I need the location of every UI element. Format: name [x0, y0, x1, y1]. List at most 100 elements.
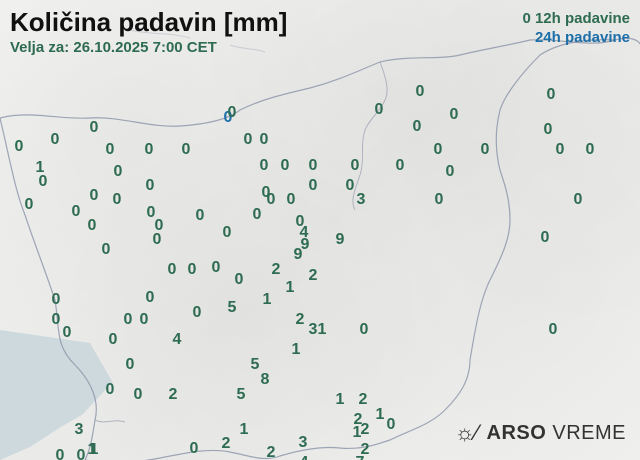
precipitation-value-79: 0: [360, 321, 369, 339]
precipitation-value-1: 0: [228, 104, 237, 122]
precipitation-value-76: 5: [228, 299, 237, 317]
precipitation-value-69: 9: [301, 236, 310, 254]
precipitation-value-27: 0: [235, 271, 244, 289]
precipitation-value-46: 2: [222, 435, 231, 453]
precipitation-value-25: 0: [188, 261, 197, 279]
precipitation-value-74: 1: [286, 279, 295, 297]
precipitation-value-78: 1: [318, 321, 327, 339]
precipitation-value-3: 0: [90, 119, 99, 137]
legend-block: 0 12h padavine 24h padavine: [522, 10, 630, 48]
precipitation-value-99: 0: [446, 163, 455, 181]
precipitation-value-72: 2: [272, 261, 281, 279]
precipitation-value-36: 4: [173, 331, 182, 349]
precipitation-value-43: 8: [261, 371, 270, 389]
logo-block: ☼⁄ ARSO VREME: [455, 420, 626, 446]
precipitation-value-93: 0: [375, 101, 384, 119]
precipitation-value-105: 0: [586, 141, 595, 159]
precipitation-value-8: 0: [182, 141, 191, 159]
precipitation-value-31: 0: [146, 289, 155, 307]
precipitation-value-29: 0: [52, 311, 61, 329]
precipitation-value-55: 4: [300, 454, 309, 460]
precipitation-value-35: 0: [109, 331, 118, 349]
precipitation-value-108: 0: [549, 321, 558, 339]
precipitation-value-30: 0: [63, 324, 72, 342]
precipitation-value-33: 0: [124, 311, 133, 329]
precipitation-value-92: 0: [351, 157, 360, 175]
precipitation-value-5: 0: [15, 138, 24, 156]
page-subtitle: Velja za: 26.10.2025 7:00 CET: [10, 39, 287, 56]
precipitation-value-34: 0: [140, 311, 149, 329]
precipitation-value-63: 3: [309, 321, 318, 339]
precipitation-value-87: 0: [281, 157, 290, 175]
precipitation-value-91: 0: [346, 177, 355, 195]
precipitation-value-48: 1: [90, 441, 99, 459]
precipitation-value-61: 1: [376, 406, 385, 424]
title-block: Količina padavin [mm] Velja za: 26.10.20…: [10, 8, 287, 56]
precipitation-value-70: 9: [336, 231, 345, 249]
precipitation-value-53: 2: [267, 444, 276, 460]
precipitation-value-83: 0: [296, 213, 305, 231]
precipitation-value-107: 0: [574, 191, 583, 209]
legend-12h: 0 12h padavine: [522, 10, 630, 29]
precipitation-value-89: 0: [309, 157, 318, 175]
precipitation-value-101: 0: [435, 191, 444, 209]
precipitation-value-22: 0: [223, 224, 232, 242]
precipitation-value-94: 0: [416, 83, 425, 101]
precipitation-value-62: 1: [292, 341, 301, 359]
precipitation-value-40: 2: [169, 386, 178, 404]
precipitation-value-73: 2: [309, 267, 318, 285]
precipitation-value-4: 0: [51, 131, 60, 149]
precipitation-value-85: 0: [260, 131, 269, 149]
brand-logo-text: ARSO VREME: [487, 422, 626, 445]
precipitation-value-41: 5: [237, 386, 246, 404]
precipitation-value-66: 0: [387, 416, 396, 434]
precipitation-value-97: 0: [434, 141, 443, 159]
page-title: Količina padavin [mm]: [10, 8, 287, 37]
precipitation-value-12: 0: [146, 177, 155, 195]
precipitation-value-64: 2: [354, 411, 363, 429]
precipitation-value-71: 3: [357, 191, 366, 209]
precipitation-value-54: 3: [299, 434, 308, 452]
precipitation-value-16: 0: [72, 203, 81, 221]
precipitation-value-24: 0: [168, 261, 177, 279]
precipitation-value-82: 0: [262, 184, 271, 202]
precipitation-value-14: 0: [90, 187, 99, 205]
precipitation-value-32: 0: [193, 304, 202, 322]
precipitation-value-104: 0: [556, 141, 565, 159]
precipitation-value-17: 0: [88, 217, 97, 235]
precipitation-value-15: 0: [25, 196, 34, 214]
precipitation-value-13: 0: [113, 191, 122, 209]
precipitation-value-52: 0: [190, 440, 199, 458]
precipitation-value-84: 0: [244, 131, 253, 149]
precipitation-value-42: 5: [251, 356, 260, 374]
precipitation-value-102: 0: [547, 86, 556, 104]
legend-24h: 24h padavine: [522, 29, 630, 48]
precipitation-value-100: 0: [481, 141, 490, 159]
precipitation-value-75: 1: [263, 291, 272, 309]
precipitation-value-44: 1: [240, 421, 249, 439]
precipitation-value-95: 0: [450, 106, 459, 124]
precipitation-value-59: 1: [336, 391, 345, 409]
precipitation-value-45: 3: [75, 421, 84, 439]
precipitation-value-39: 0: [134, 386, 143, 404]
precipitation-value-11: 0: [114, 163, 123, 181]
sun-compass-icon: ☼⁄: [455, 420, 479, 446]
precipitation-value-38: 0: [106, 381, 115, 399]
precipitation-value-6: 0: [106, 141, 115, 159]
precipitation-value-26: 0: [212, 259, 221, 277]
precipitation-value-49: 0: [56, 447, 65, 460]
precipitation-value-88: 0: [309, 177, 318, 195]
precipitation-value-21: 0: [196, 207, 205, 225]
precipitation-value-37: 0: [126, 356, 135, 374]
precipitation-value-58: 2: [361, 441, 370, 459]
precipitation-value-50: 0: [77, 447, 86, 460]
precipitation-value-65: 2: [359, 391, 368, 409]
precipitation-value-77: 2: [296, 311, 305, 329]
precipitation-value-98: 0: [396, 157, 405, 175]
precipitation-value-20: 0: [153, 231, 162, 249]
precipitation-value-96: 0: [413, 118, 422, 136]
precipitation-value-23: 0: [102, 241, 111, 259]
map-container: Količina padavin [mm] Velja za: 26.10.20…: [0, 0, 640, 460]
precipitation-value-10: 0: [39, 173, 48, 191]
precipitation-value-90: 0: [287, 191, 296, 209]
